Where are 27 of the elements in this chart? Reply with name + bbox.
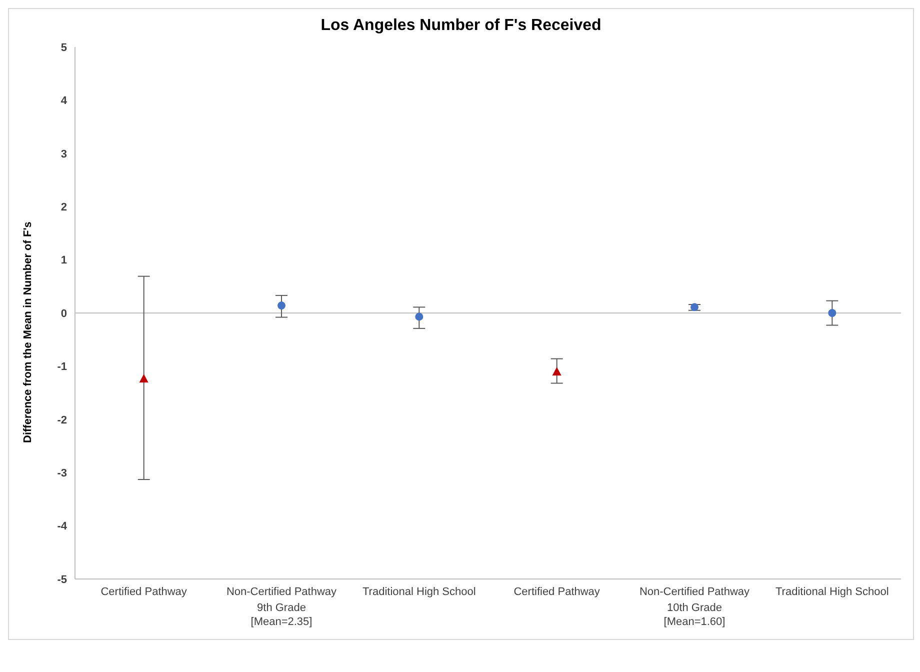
y-axis-title: Difference from the Mean in Number of F's	[22, 222, 34, 443]
x-tick-label: Traditional High School	[362, 586, 476, 598]
text: 9th Grade [Mean=2.35]	[250, 601, 314, 629]
y-tick-label: 4	[60, 95, 68, 108]
y-tick-label: 0	[60, 308, 67, 320]
point	[278, 302, 286, 310]
y-tick-label: 5	[60, 42, 67, 54]
y-tick-label: 2	[60, 202, 67, 214]
y-tick-label: -2	[57, 414, 67, 426]
point	[828, 309, 836, 317]
y-tick-label: -1	[57, 361, 67, 374]
point	[552, 367, 562, 376]
x-tick-label: Non-Certified Pathway	[639, 586, 750, 598]
x-tick-label: Certified Pathway	[514, 586, 600, 598]
x-tick-label: Certified Pathway	[100, 586, 188, 598]
chart-title: Los Angeles Number of F's Received	[320, 16, 602, 36]
point	[690, 303, 698, 312]
y-tick-label: -4	[57, 520, 68, 533]
point	[415, 312, 424, 321]
text: 10th Grade [Mean=1.60]	[662, 601, 726, 629]
y-tick-label: 3	[60, 148, 67, 160]
x-tick-label: Traditional High School	[776, 586, 889, 598]
y-tick-label: 1	[60, 254, 67, 267]
point	[139, 374, 148, 382]
y-tick-label: -3	[57, 468, 67, 480]
x-tick-label: Non-Certified Pathway	[226, 586, 338, 598]
y-tick-label: -5	[57, 574, 67, 586]
